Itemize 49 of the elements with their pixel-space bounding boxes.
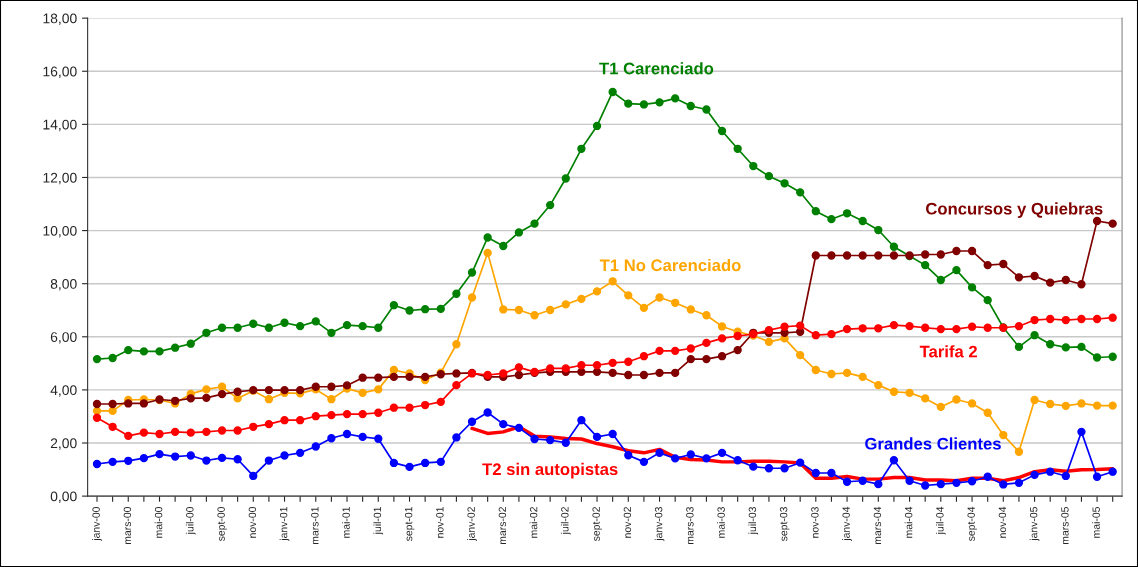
x-tick-label: janv-05 [1029, 506, 1040, 541]
series-label: T2 sin autopistas [482, 462, 618, 479]
y-tick-label: 10,00 [43, 225, 77, 238]
y-tick-label: 8,00 [50, 279, 77, 291]
y-tick-label: 12,00 [43, 172, 77, 185]
x-tick-label: sept-01 [404, 507, 415, 541]
x-tick-label: sept-02 [592, 507, 602, 541]
x-tick-label: nov-00 [248, 506, 257, 538]
y-tick-label: 4,00 [50, 385, 77, 397]
x-tick-label: mai-03 [717, 507, 725, 538]
x-tick-label: juil-02 [560, 507, 571, 535]
x-tick-label: juil-00 [185, 506, 196, 535]
x-tick-label: nov-03 [811, 507, 819, 538]
y-tick-label: 0,00 [50, 491, 77, 503]
x-tick-label: mars-01 [311, 507, 319, 545]
y-tick-label: 6,00 [50, 332, 77, 344]
x-tick-label: juil-01 [373, 507, 384, 535]
x-tick-label: janv-00 [92, 506, 102, 541]
x-tick-label: mai-00 [154, 506, 163, 538]
x-tick-label: mars-05 [1061, 506, 1069, 545]
x-tick-label: sept-00 [217, 506, 227, 541]
x-tick-label: janv-01 [279, 507, 290, 541]
x-tick-label: mai-01 [342, 507, 350, 538]
y-tick-label: 18,00 [43, 13, 77, 25]
x-tick-label: mai-02 [529, 507, 538, 538]
x-tick-label: mai-05 [1092, 506, 1100, 538]
x-tick-label: nov-04 [998, 506, 1007, 538]
x-tick-label: sept-04 [967, 506, 977, 541]
y-tick-label: 2,00 [50, 438, 77, 450]
x-tick-label: juil-04 [935, 506, 946, 535]
x-tick-label: nov-02 [623, 507, 632, 538]
x-tick-label: mars-03 [686, 507, 694, 545]
x-tick-label: mars-04 [873, 506, 882, 545]
x-tick-label: nov-01 [436, 507, 444, 538]
series-label: Concursos y Quiebras [926, 202, 1103, 218]
x-tick-label: sept-03 [779, 507, 790, 541]
series-label: Tarifa 2 [919, 345, 977, 358]
x-tick-label: mai-04 [904, 506, 913, 538]
y-tick-label: 16,00 [43, 66, 77, 79]
x-tick-label: juil-03 [748, 507, 759, 535]
series-label: T1 No Carenciado [599, 258, 741, 272]
series-label: T1 Carenciado [599, 62, 714, 75]
series-label: Grandes Clientes [865, 437, 1001, 450]
x-tick-label: janv-03 [654, 507, 665, 541]
x-tick-label: mars-02 [498, 507, 507, 545]
x-tick-label: janv-04 [842, 506, 852, 541]
x-tick-label: janv-02 [467, 507, 477, 541]
x-tick-label: mars-00 [123, 506, 132, 545]
y-tick-label: 14,00 [43, 119, 77, 132]
